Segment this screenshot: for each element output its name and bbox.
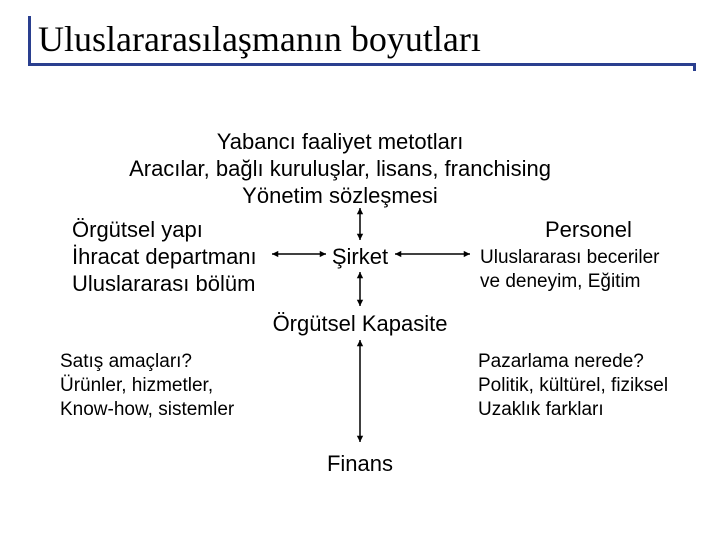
bottomright-1: Pazarlama nerede?	[478, 350, 644, 374]
bottomleft-1: Satış amaçları?	[60, 350, 192, 374]
slide-title: Uluslararasılaşmanın boyutları	[38, 18, 481, 60]
right-line-2: Uluslararası beceriler	[480, 246, 660, 270]
left-line-1: Örgütsel yapı	[72, 216, 203, 244]
left-line-3: Uluslararası bölüm	[72, 270, 255, 298]
frame-topbar	[28, 63, 696, 66]
bottomright-3: Uzaklık farkları	[478, 398, 604, 422]
bottom-label: Finans	[327, 450, 393, 478]
bottomleft-2: Ürünler, hizmetler,	[60, 374, 213, 398]
middle-lower-label: Örgütsel Kapasite	[273, 310, 448, 338]
top-line-1: Yabancı faaliyet metotları	[217, 128, 464, 156]
bottomleft-3: Know-how, sistemler	[60, 398, 234, 422]
left-line-2: İhracat departmanı	[72, 243, 257, 271]
slide: Uluslararasılaşmanın boyutları Yabancı f…	[0, 0, 720, 540]
frame-leftbar	[28, 16, 31, 64]
right-line-3: ve deneyim, Eğitim	[480, 270, 641, 294]
bottomright-2: Politik, kültürel, fiziksel	[478, 374, 668, 398]
top-line-3: Yönetim sözleşmesi	[242, 182, 438, 210]
center-node: Şirket	[332, 243, 388, 271]
top-line-2: Aracılar, bağlı kuruluşlar, lisans, fran…	[129, 155, 551, 183]
right-line-1: Personel	[545, 216, 632, 244]
frame-rightnub	[693, 63, 696, 71]
